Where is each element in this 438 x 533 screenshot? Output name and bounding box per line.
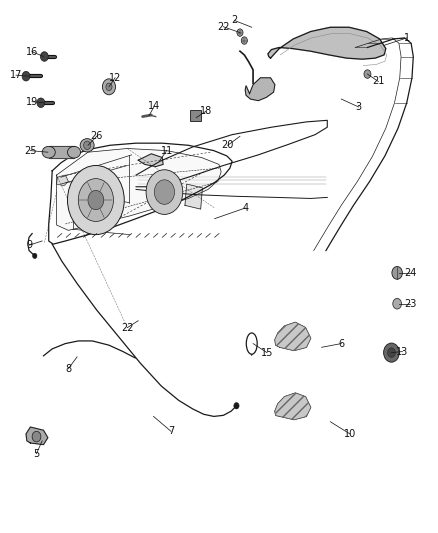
Text: 3: 3 [356,102,362,112]
Circle shape [146,169,183,214]
Polygon shape [268,27,386,59]
Polygon shape [275,393,311,419]
Text: 8: 8 [65,364,71,374]
Ellipse shape [67,147,81,158]
Text: 18: 18 [200,106,212,116]
Text: 1: 1 [404,33,410,43]
Polygon shape [275,322,311,351]
Circle shape [78,179,113,222]
Circle shape [384,343,399,362]
Polygon shape [275,322,311,351]
Text: 12: 12 [109,73,121,83]
Text: 15: 15 [261,348,273,358]
Text: 19: 19 [26,96,38,107]
Text: 14: 14 [148,101,160,111]
Circle shape [40,52,48,61]
Circle shape [234,402,239,409]
Ellipse shape [80,139,94,152]
Circle shape [84,141,91,150]
Circle shape [37,98,45,108]
Circle shape [154,180,174,204]
Text: 13: 13 [396,346,409,357]
Text: 9: 9 [26,240,32,250]
Polygon shape [57,175,68,185]
Circle shape [237,29,243,36]
Text: 11: 11 [160,146,173,156]
Text: 7: 7 [168,426,174,437]
Text: 17: 17 [10,70,22,80]
Circle shape [88,190,104,209]
Text: 26: 26 [91,131,103,141]
Circle shape [32,253,37,259]
Circle shape [388,348,396,358]
Polygon shape [26,427,48,445]
Text: 16: 16 [26,47,38,56]
Circle shape [364,70,371,78]
Polygon shape [275,393,311,419]
Text: 22: 22 [121,322,134,333]
Text: 22: 22 [217,22,230,32]
Polygon shape [138,154,163,166]
Text: 20: 20 [222,140,234,150]
Circle shape [241,37,247,44]
Text: 2: 2 [231,15,237,26]
Text: 24: 24 [404,268,417,278]
Text: 4: 4 [242,203,248,213]
Polygon shape [49,147,74,158]
Circle shape [67,165,124,235]
Circle shape [392,266,403,279]
Text: 25: 25 [24,146,37,156]
Polygon shape [185,184,202,209]
Text: 6: 6 [338,338,344,349]
Circle shape [106,83,112,91]
FancyBboxPatch shape [190,110,201,121]
Circle shape [393,298,402,309]
Polygon shape [57,149,221,230]
Ellipse shape [246,333,257,354]
Circle shape [102,79,116,95]
Text: 10: 10 [344,429,356,439]
Ellipse shape [42,147,55,158]
Circle shape [32,431,41,442]
Polygon shape [245,78,275,101]
Text: 5: 5 [33,449,39,458]
Text: 21: 21 [372,77,385,86]
Text: 23: 23 [404,298,417,309]
Circle shape [22,71,30,81]
